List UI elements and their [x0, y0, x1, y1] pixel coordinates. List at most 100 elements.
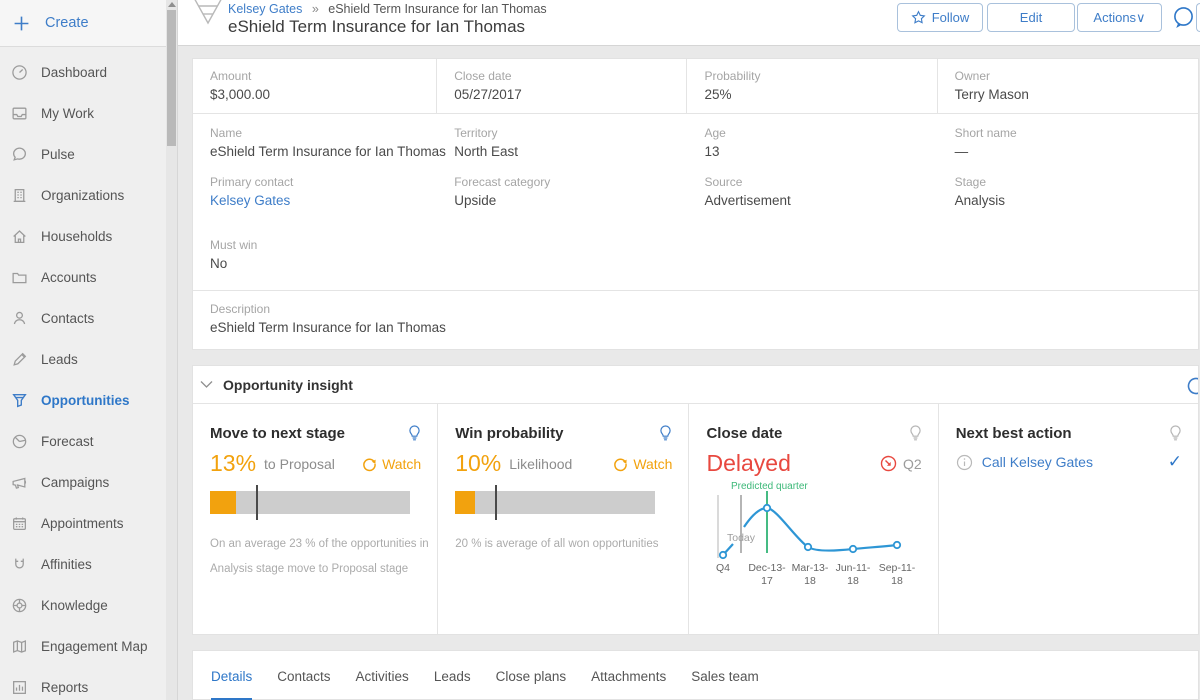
move-stage-bar-marker	[256, 485, 258, 520]
chevron-down-icon[interactable]	[200, 380, 213, 389]
field-owner[interactable]: Owner Terry Mason	[938, 59, 1198, 113]
move-stage-target: to Proposal	[264, 455, 335, 472]
bulb-icon[interactable]	[659, 425, 672, 442]
watch-button[interactable]: Watch	[612, 456, 672, 472]
edit-button[interactable]: Edit	[987, 3, 1075, 32]
follow-button[interactable]: Follow	[897, 3, 983, 32]
breadcrumb-parent-link[interactable]: Kelsey Gates	[228, 2, 303, 16]
field-close-date[interactable]: Close date 05/27/2017	[437, 59, 688, 113]
sidebar-item-households[interactable]: Households	[0, 216, 177, 257]
field-probability[interactable]: Probability 25%	[687, 59, 938, 113]
refresh-icon[interactable]	[1185, 375, 1199, 397]
watch-icon	[363, 458, 376, 471]
tab-close-plans[interactable]: Close plans	[495, 669, 567, 684]
sidebar-nav: Dashboard My Work Pulse Organizations Ho…	[0, 47, 177, 700]
calendar-icon	[13, 517, 26, 530]
sidebar-item-label: Contacts	[41, 311, 95, 326]
field-value: eShield Term Insurance for Ian Thomas	[210, 144, 446, 159]
field-label: Description	[210, 302, 271, 316]
complete-check-icon[interactable]: ✓	[1167, 452, 1182, 471]
field-age[interactable]: Age 13	[687, 114, 937, 167]
summary-row: Amount $3,000.00 Close date 05/27/2017 P…	[193, 59, 1198, 114]
field-amount[interactable]: Amount $3,000.00	[193, 59, 438, 113]
predicted-quarter-annotation: Predicted quarter	[731, 481, 808, 492]
caption-line: Analysis stage move to Proposal stage	[210, 563, 409, 576]
call-action-link[interactable]: Call Kelsey Gates	[981, 454, 1093, 470]
sidebar-item-leads[interactable]: Leads	[0, 339, 177, 380]
bulb-icon[interactable]	[909, 425, 922, 442]
sidebar-item-dashboard[interactable]: Dashboard	[0, 52, 177, 93]
sidebar-item-label: Households	[41, 229, 113, 244]
field-label: Probability	[704, 69, 761, 83]
field-primary-contact[interactable]: Primary contact Kelsey Gates	[193, 167, 437, 218]
scroll-up-arrow[interactable]	[168, 2, 176, 7]
breadcrumb-current: eShield Term Insurance for Ian Thomas	[328, 2, 547, 16]
sidebar-item-accounts[interactable]: Accounts	[0, 257, 177, 298]
x-tick: 17	[762, 575, 774, 587]
inbox-icon	[12, 107, 27, 120]
field-value: Terry Mason	[954, 87, 1029, 102]
sidebar-item-forecast[interactable]: Forecast	[0, 421, 177, 462]
sidebar-item-contacts[interactable]: Contacts	[0, 298, 177, 339]
bulb-icon[interactable]	[1169, 425, 1182, 442]
tab-details[interactable]: Details	[211, 651, 253, 700]
sidebar-item-affinities[interactable]: Affinities	[0, 544, 177, 585]
sidebar-item-campaigns[interactable]: Campaigns	[0, 462, 177, 503]
field-description[interactable]: Description eShield Term Insurance for I…	[193, 291, 1198, 335]
info-icon[interactable]	[956, 454, 973, 471]
breadcrumb: Kelsey Gates » eShield Term Insurance fo…	[228, 2, 547, 16]
move-stage-progress-bar	[210, 485, 410, 520]
x-tick: Mar-13-	[792, 562, 829, 574]
field-row-2: Name eShield Term Insurance for Ian Thom…	[193, 114, 1198, 167]
field-label: Forecast category	[454, 175, 551, 189]
feed-chat-icon[interactable]	[1170, 4, 1197, 32]
watch-button[interactable]: Watch	[361, 456, 421, 472]
create-label: Create	[45, 15, 89, 31]
sidebar-item-my-work[interactable]: My Work	[0, 93, 177, 134]
sidebar-item-label: Forecast	[41, 434, 94, 449]
tab-attachments[interactable]: Attachments	[591, 669, 667, 684]
field-source[interactable]: Source Advertisement	[687, 167, 937, 218]
insight-next-best-action: Next best action Call Kelsey Gates ✓	[939, 404, 1198, 634]
field-label: Stage	[954, 175, 987, 189]
field-stage[interactable]: Stage Analysis	[938, 167, 1198, 218]
tab-activities[interactable]: Activities	[355, 669, 409, 684]
next-action-row: Call Kelsey Gates ✓	[956, 452, 1182, 472]
partial-edge-button[interactable]	[1196, 3, 1200, 32]
sidebar-item-label: Accounts	[41, 270, 97, 285]
field-value: eShield Term Insurance for Ian Thomas	[210, 320, 446, 335]
sidebar-item-reports[interactable]: Reports	[0, 667, 177, 700]
actions-button[interactable]: Actions∨	[1077, 3, 1162, 32]
sidebar-scrollbar[interactable]	[166, 0, 177, 700]
field-row-3: Primary contact Kelsey Gates Forecast ca…	[193, 167, 1198, 218]
bulb-icon[interactable]	[408, 425, 421, 442]
primary-contact-link[interactable]: Kelsey Gates	[210, 193, 291, 208]
sidebar-item-knowledge[interactable]: Knowledge	[0, 585, 177, 626]
sidebar-item-label: Opportunities	[41, 393, 130, 408]
tab-sales-team[interactable]: Sales team	[691, 669, 759, 684]
insight-close-date: Close date Delayed Q2 Predicted quarter	[689, 404, 939, 634]
sidebar-item-pulse[interactable]: Pulse	[0, 134, 177, 175]
edit-label: Edit	[1019, 10, 1043, 25]
insight-header[interactable]: Opportunity insight	[193, 366, 1198, 404]
sidebar-item-organizations[interactable]: Organizations	[0, 175, 177, 216]
create-button[interactable]: Create	[0, 0, 177, 47]
tab-contacts[interactable]: Contacts	[277, 669, 331, 684]
field-value: Upside	[454, 193, 497, 208]
tab-leads[interactable]: Leads	[433, 669, 471, 684]
record-details-card: Amount $3,000.00 Close date 05/27/2017 P…	[192, 58, 1199, 350]
sidebar-item-appointments[interactable]: Appointments	[0, 503, 177, 544]
page-header: Kelsey Gates » eShield Term Insurance fo…	[178, 0, 1200, 46]
field-short-name[interactable]: Short name —	[938, 114, 1198, 167]
sidebar-item-engagement-map[interactable]: Engagement Map	[0, 626, 177, 667]
field-must-win[interactable]: Must win No	[193, 218, 1198, 291]
caption-line: 20 % is average of all won opportunities	[455, 538, 659, 550]
star-icon	[911, 10, 926, 24]
field-forecast-category[interactable]: Forecast category Upside	[437, 167, 687, 218]
scrollbar-thumb[interactable]	[167, 10, 176, 146]
funnel-icon	[12, 393, 27, 408]
field-territory[interactable]: Territory North East	[437, 114, 687, 167]
sidebar-item-opportunities[interactable]: Opportunities	[0, 380, 177, 421]
megaphone-icon	[12, 477, 27, 489]
field-name[interactable]: Name eShield Term Insurance for Ian Thom…	[193, 114, 446, 167]
